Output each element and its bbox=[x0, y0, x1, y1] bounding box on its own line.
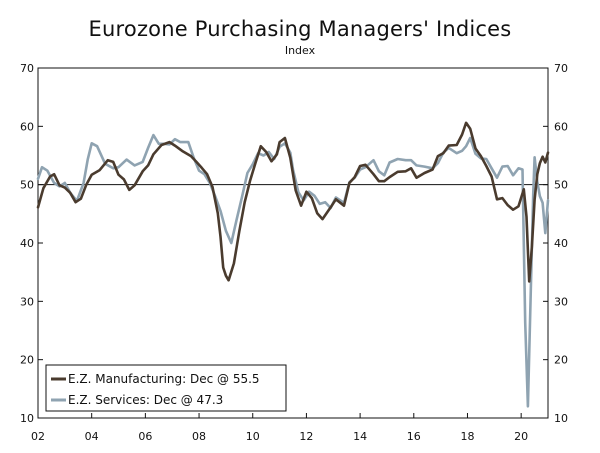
series-layer bbox=[36, 121, 550, 408]
x-tick-label: 10 bbox=[246, 430, 260, 443]
y-tick-label-left: 60 bbox=[20, 120, 34, 133]
chart-subtitle: Index bbox=[284, 44, 316, 57]
y-tick-label-right: 40 bbox=[554, 237, 568, 250]
y-tick-label-right: 60 bbox=[554, 120, 568, 133]
y-tick-label-left: 10 bbox=[20, 412, 34, 425]
x-tick-label: 04 bbox=[85, 430, 99, 443]
x-tick-label: 08 bbox=[192, 430, 206, 443]
y-tick-label-right: 30 bbox=[554, 295, 568, 308]
legend-box bbox=[45, 364, 287, 412]
x-tick-label: 18 bbox=[460, 430, 474, 443]
y-axis-right: 10 20 30 40 50 60 70 bbox=[543, 62, 568, 425]
x-tick-label: 02 bbox=[31, 430, 45, 443]
y-tick-label-right: 20 bbox=[554, 354, 568, 367]
y-tick-label-left: 70 bbox=[20, 62, 34, 75]
y-axis-left: 10 20 30 40 50 60 70 bbox=[20, 62, 43, 425]
y-tick-label-left: 20 bbox=[20, 354, 34, 367]
x-tick-label: 12 bbox=[299, 430, 313, 443]
legend: E.Z. Manufacturing: Dec @ 55.5 E.Z. Servi… bbox=[45, 364, 287, 412]
y-tick-label-right: 70 bbox=[554, 62, 568, 75]
y-tick-label-right: 50 bbox=[554, 179, 568, 192]
legend-label: E.Z. Manufacturing: Dec @ 55.5 bbox=[68, 372, 260, 386]
y-tick-label-right: 10 bbox=[554, 412, 568, 425]
y-tick-label-left: 50 bbox=[20, 179, 34, 192]
x-tick-label: 16 bbox=[407, 430, 421, 443]
x-tick-label: 06 bbox=[138, 430, 152, 443]
x-tick-label: 20 bbox=[514, 430, 528, 443]
legend-label: E.Z. Services: Dec @ 47.3 bbox=[68, 393, 223, 407]
series-line-e-z-manufacturing bbox=[36, 121, 550, 283]
chart-title: Eurozone Purchasing Managers' Indices bbox=[88, 17, 512, 41]
series-line-e-z-services bbox=[36, 133, 550, 408]
x-axis: 02 04 06 08 10 12 14 16 18 20 bbox=[31, 413, 528, 443]
y-tick-label-left: 40 bbox=[20, 237, 34, 250]
y-tick-label-left: 30 bbox=[20, 295, 34, 308]
x-tick-label: 14 bbox=[353, 430, 367, 443]
